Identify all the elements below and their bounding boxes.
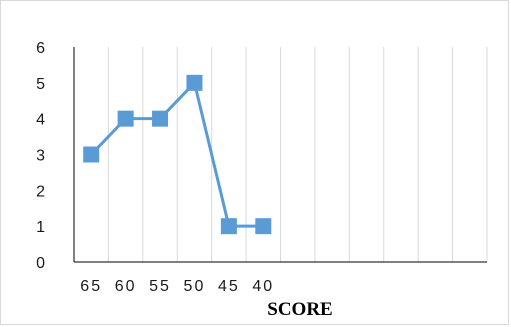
- x-tick-label: 50: [184, 278, 206, 295]
- x-tick-labels: 65 60 55 50 45 40: [80, 278, 274, 295]
- y-tick-label: 5: [36, 76, 45, 93]
- data-point-marker: [220, 218, 237, 235]
- y-tick-label: 0: [36, 255, 45, 272]
- data-point-marker: [186, 74, 203, 91]
- y-tick-label: 3: [36, 148, 45, 165]
- x-tick-label: 60: [115, 278, 137, 295]
- x-tick-label: 40: [252, 278, 274, 295]
- data-point-marker: [152, 110, 169, 127]
- x-tick-label: 45: [218, 278, 240, 295]
- x-tick-label: 65: [80, 278, 102, 295]
- y-tick-label: 1: [36, 219, 45, 236]
- x-axis-label: SCORE: [267, 299, 332, 320]
- gridlines: [107, 47, 488, 262]
- data-point-marker: [117, 110, 134, 127]
- y-tick-label: 2: [36, 183, 45, 200]
- axes: [73, 47, 487, 263]
- y-tick-labels: 0 1 2 3 4 5 6: [36, 40, 45, 272]
- data-point-marker: [255, 218, 272, 235]
- y-tick-label: 4: [36, 112, 45, 129]
- y-tick-label: 6: [36, 40, 45, 57]
- x-tick-label: 55: [149, 278, 171, 295]
- series-layer: [83, 74, 272, 235]
- data-point-marker: [83, 146, 100, 163]
